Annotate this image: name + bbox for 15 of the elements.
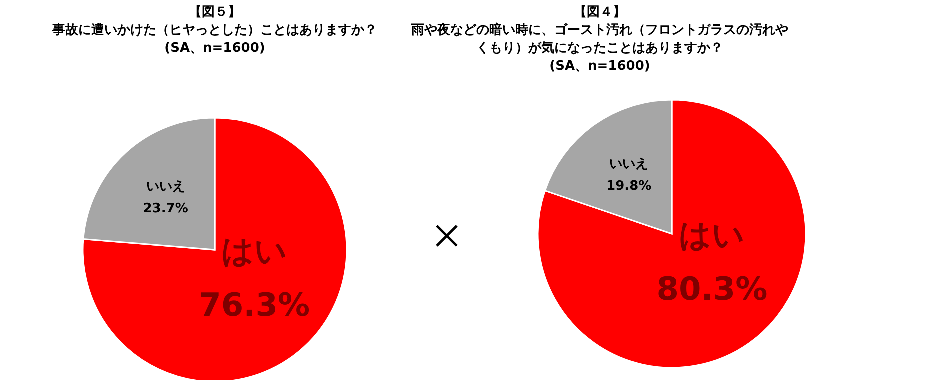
slice-label: はい bbox=[222, 232, 288, 270]
chart-subtitle: 雨や夜などの暗い時に、ゴースト汚れ（フロントガラスの汚れやくもり）が気になったことはありますか？ bbox=[410, 22, 788, 56]
chart-subtitle: 事故に遭いかけた（ヒヤっとした）ことはありますか？ bbox=[52, 23, 378, 38]
data-label: 19.8% bbox=[606, 179, 652, 194]
slice-label: いいえ bbox=[610, 157, 649, 172]
text: (SA、n=1600) bbox=[164, 41, 266, 56]
data-label: 76.3% bbox=[199, 286, 310, 324]
data-label: 80.3% bbox=[656, 270, 768, 308]
pie-slice bbox=[537, 99, 807, 369]
slice-label: いいえ bbox=[146, 180, 186, 195]
data-label: 23.7% bbox=[143, 202, 188, 217]
chart-title: 【図５】 bbox=[189, 4, 241, 20]
text: (SA、n=1600) bbox=[550, 59, 650, 74]
chart-title: 【図４】 bbox=[574, 4, 626, 20]
slice-label: はい bbox=[679, 216, 746, 254]
